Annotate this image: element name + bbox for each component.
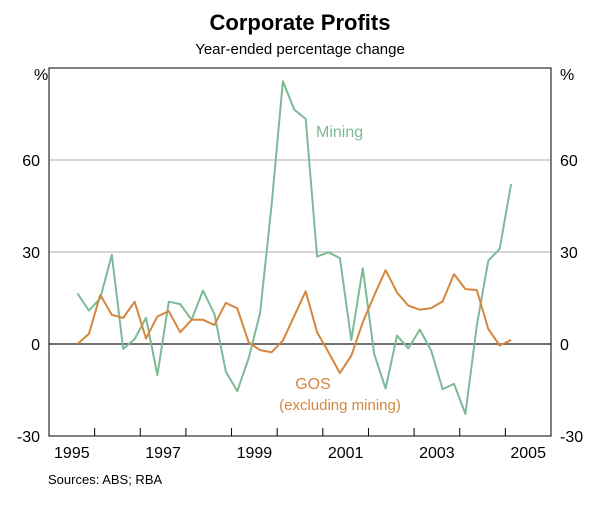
- gos-annotation-subtext: (excluding mining): [279, 397, 401, 414]
- y-tick-label-right: 0: [560, 337, 569, 354]
- x-tick-label: 1995: [54, 445, 90, 462]
- y-unit-right: %: [560, 67, 574, 84]
- mining-annotation: Mining: [316, 124, 363, 141]
- x-tick-label: 1999: [237, 445, 273, 462]
- gos-line: [76, 269, 512, 375]
- y-tick-label-right: 30: [560, 245, 578, 262]
- x-tick-label: 2003: [419, 445, 455, 462]
- x-tick-label: 2001: [328, 445, 364, 462]
- y-tick-label-left: 0: [31, 337, 40, 354]
- y-tick-label-left: -30: [17, 429, 40, 446]
- source-note: Sources: ABS; RBA: [48, 472, 162, 487]
- plot-frame: [48, 67, 552, 437]
- y-tick-label-right: -30: [560, 429, 583, 446]
- chart-subtitle: Year-ended percentage change: [195, 41, 405, 58]
- chart-title: Corporate Profits: [210, 10, 391, 35]
- y-tick-label-left: 30: [22, 245, 40, 262]
- x-tick-label: 1997: [145, 445, 181, 462]
- gos-annotation: GOS: [295, 376, 331, 393]
- mining-line: [76, 80, 513, 415]
- x-tick-label: 2005: [510, 445, 546, 462]
- y-tick-label-right: 60: [560, 153, 578, 170]
- y-tick-label-left: 60: [22, 153, 40, 170]
- y-unit-left: %: [34, 67, 48, 84]
